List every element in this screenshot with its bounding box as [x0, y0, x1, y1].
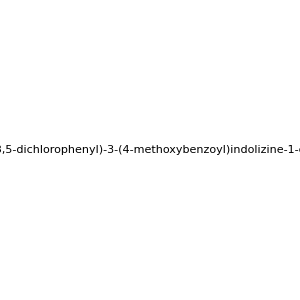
Text: 2-amino-N-(3,5-dichlorophenyl)-3-(4-methoxybenzoyl)indolizine-1-carboxamide: 2-amino-N-(3,5-dichlorophenyl)-3-(4-meth… [0, 145, 300, 155]
